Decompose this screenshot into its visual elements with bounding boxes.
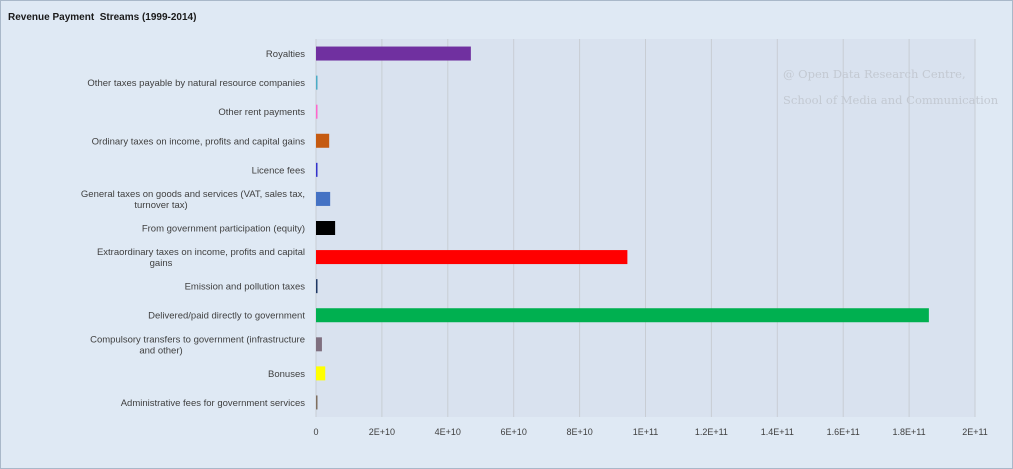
category-label: Other rent payments [218, 107, 305, 118]
bar [316, 366, 326, 381]
bar [316, 104, 318, 119]
x-tick-label: 6E+10 [501, 427, 527, 437]
bar [316, 308, 929, 323]
x-tick-label: 1.6E+11 [827, 427, 860, 437]
category-label: Delivered/paid directly to government [148, 311, 305, 322]
category-label: Emission and pollution taxes [185, 282, 306, 293]
category-label: Extraordinary taxes on income, profits a… [97, 247, 305, 269]
watermark: @ Open Data Research Centre, School of M… [783, 61, 998, 113]
category-label: Ordinary taxes on income, profits and ca… [92, 136, 306, 147]
x-tick-label: 8E+10 [566, 427, 592, 437]
category-label: Royalties [266, 49, 305, 60]
bar [316, 75, 318, 90]
category-label: Bonuses [268, 369, 305, 380]
x-tick-label: 1.8E+11 [893, 427, 926, 437]
category-label: Other taxes payable by natural resource … [87, 78, 305, 89]
x-tick-labels: 0 2E+10 4E+10 6E+10 8E+10 1E+11 1.2E+11 1.4E+11… [313, 427, 987, 437]
x-tick-label: 1E+11 [633, 427, 659, 437]
x-tick-label: 1.2E+11 [695, 427, 728, 437]
watermark-line-1: @ Open Data Research Centre, [783, 67, 966, 81]
category-label: From government participation (equity) [142, 224, 305, 235]
bar [316, 191, 331, 206]
gridlines [315, 39, 976, 417]
bar [316, 133, 330, 148]
category-labels: Royalties Other taxes payable by natural … [81, 49, 305, 409]
bar [316, 162, 318, 177]
x-tick-label: 2E+11 [962, 427, 988, 437]
bar [316, 221, 336, 235]
category-label: General taxes on goods and services (VAT… [81, 189, 305, 211]
x-tick-label: 4E+10 [435, 427, 461, 437]
chart-title: Revenue Payment Streams (1999-2014) [8, 12, 197, 23]
x-tick-label: 0 [313, 427, 318, 437]
x-tick-label: 1.4E+11 [761, 427, 794, 437]
bar [316, 250, 628, 265]
x-tick-label: 2E+10 [369, 427, 395, 437]
bar [316, 46, 471, 61]
category-label: Administrative fees for government servi… [121, 398, 306, 409]
category-label: Compulsory transfers to government (infr… [90, 334, 305, 356]
bars [316, 46, 929, 410]
watermark-line-2: School of Media and Communication [783, 93, 999, 107]
bar [316, 395, 318, 410]
bar [316, 279, 318, 294]
category-label: Licence fees [252, 165, 306, 176]
bar [316, 337, 322, 352]
